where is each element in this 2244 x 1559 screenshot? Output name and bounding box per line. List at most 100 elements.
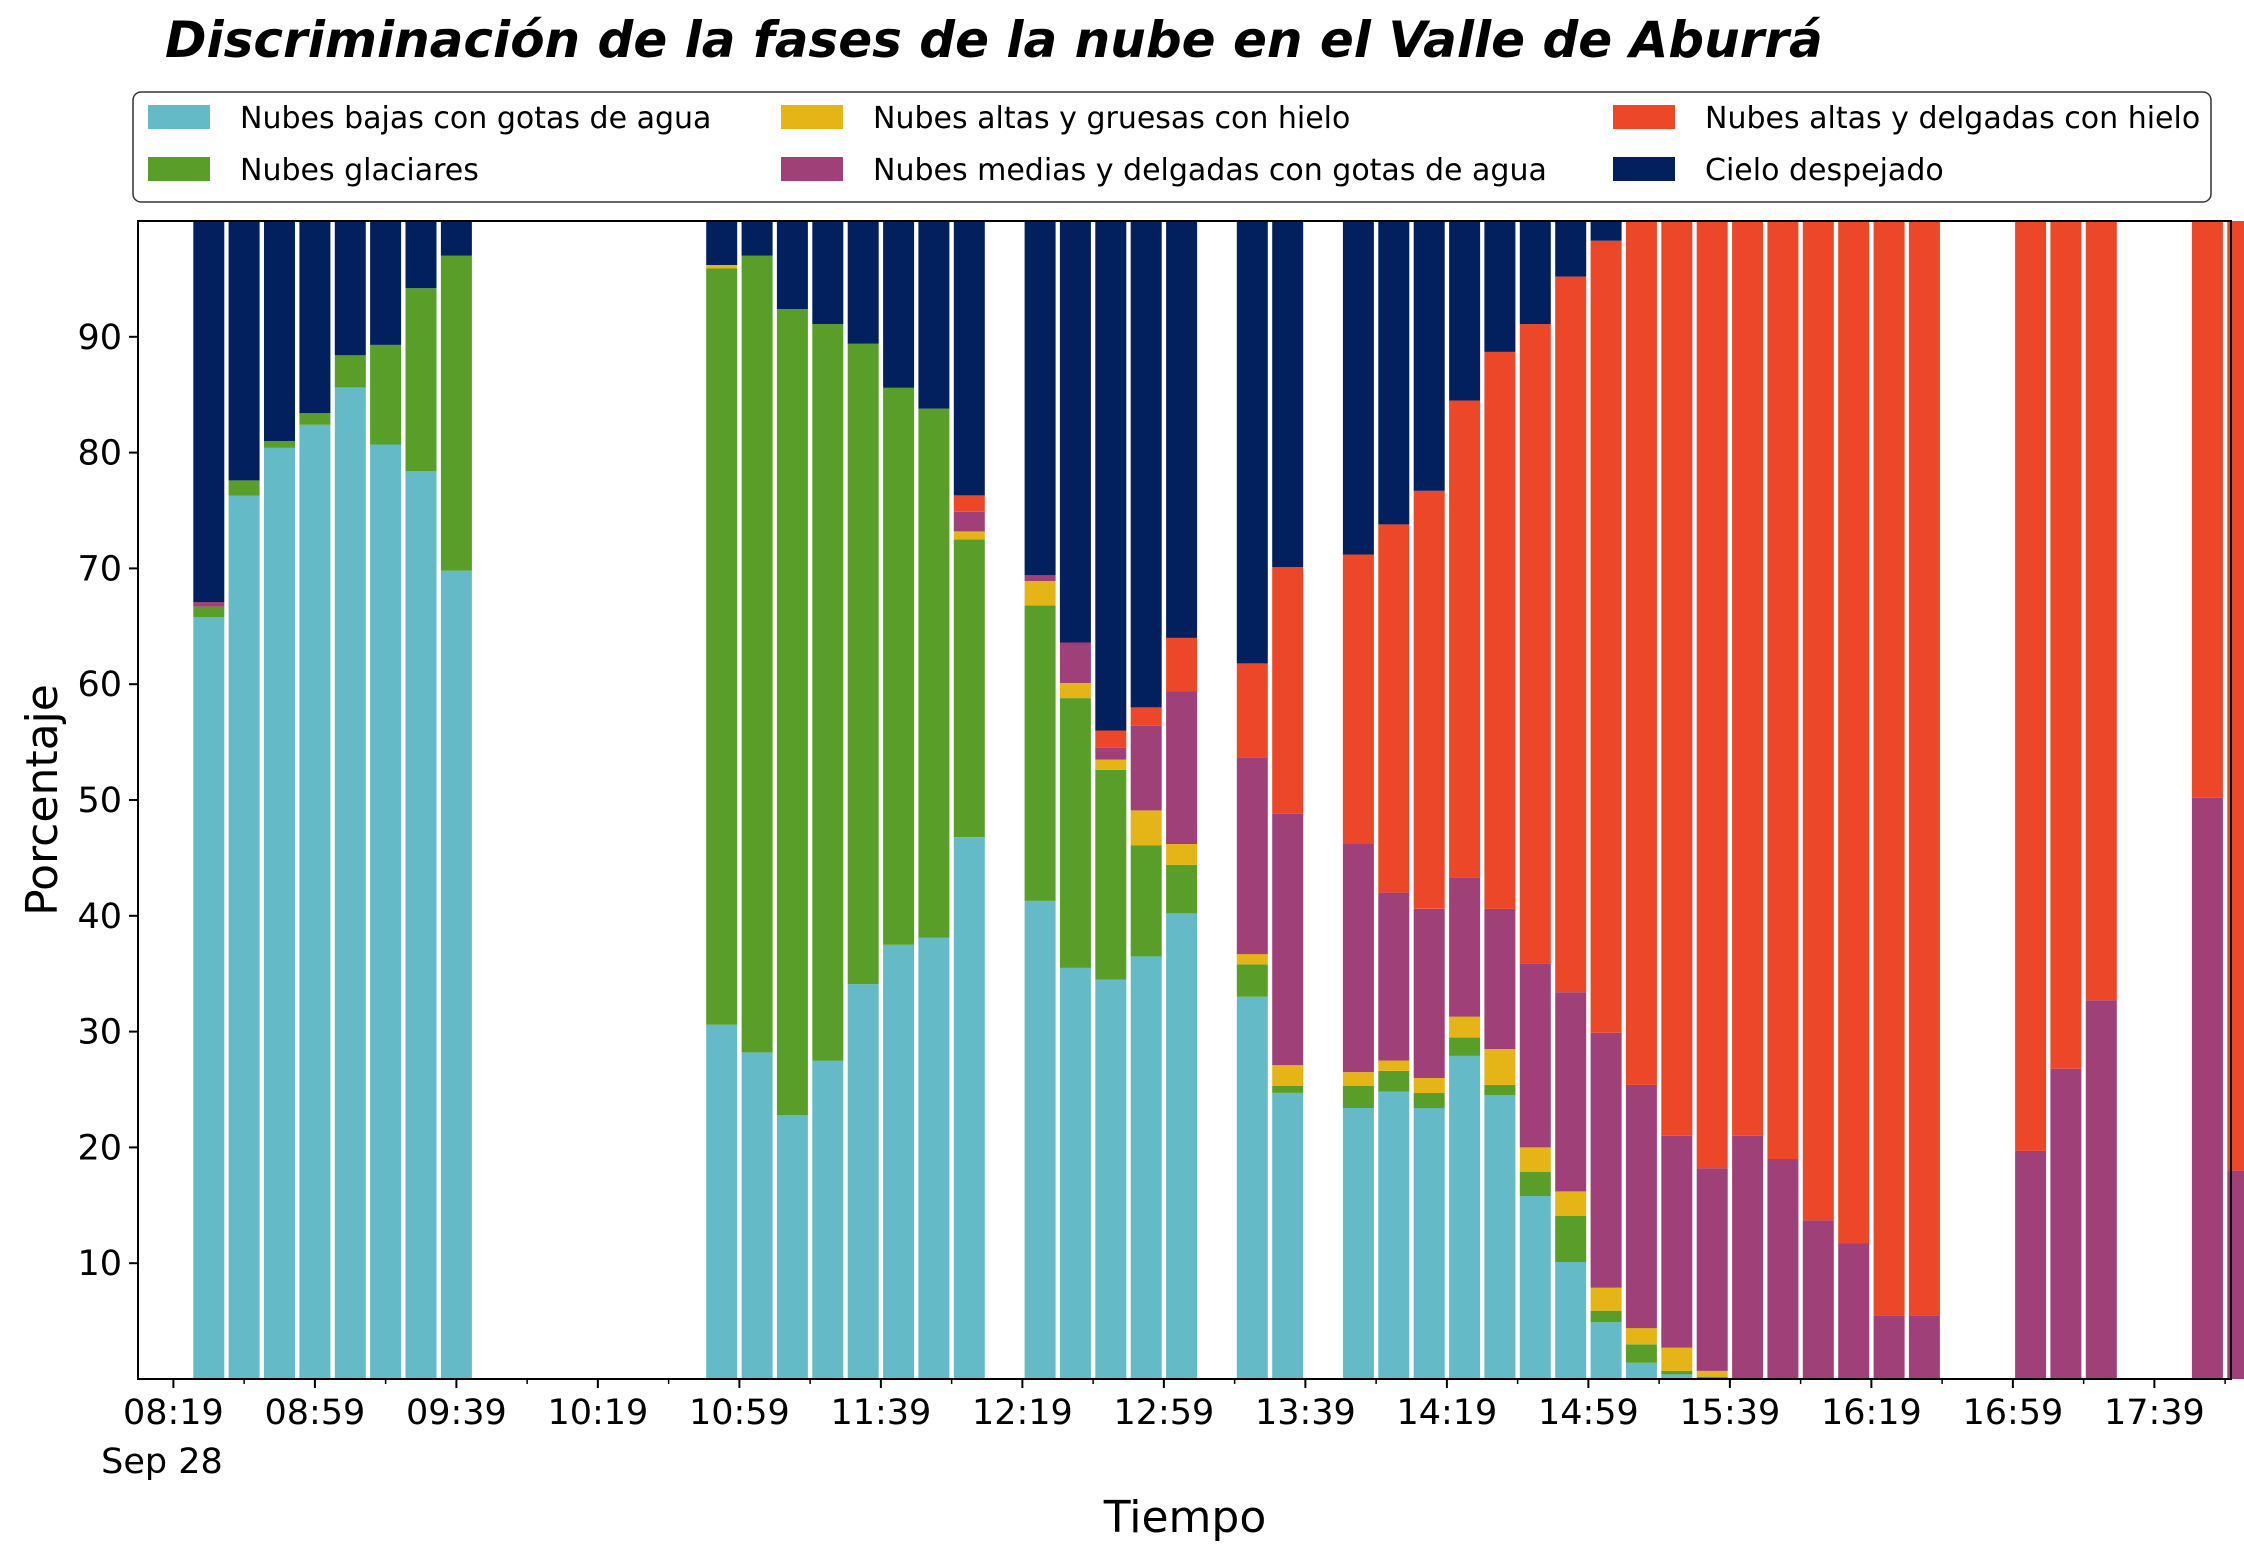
bar-segment <box>1095 730 1127 748</box>
bar-segment <box>1342 1086 1374 1108</box>
legend-frame <box>132 91 2212 203</box>
bar-segment <box>2015 221 2047 1151</box>
bar-segment <box>1059 967 1091 1379</box>
bar-segment <box>1272 1065 1304 1086</box>
bar-segment <box>1024 221 1056 576</box>
bar-segment <box>776 309 808 1115</box>
bar-segment <box>1342 1108 1374 1379</box>
bar-segment <box>1236 663 1268 758</box>
bar-segment <box>1838 1243 1870 1379</box>
bar-segment <box>1130 810 1162 846</box>
bar-segment <box>847 221 879 344</box>
bar-segment <box>706 265 738 269</box>
x-axis-label: Tiempo <box>1103 1492 1267 1543</box>
bar-segment <box>1378 892 1410 1061</box>
bar-segment <box>1272 813 1304 1066</box>
bar-segment <box>1449 1055 1481 1379</box>
bar-segment <box>405 471 437 1380</box>
bar-segment <box>228 221 260 481</box>
y-tick-label: 30 <box>77 1013 122 1053</box>
bar-segment <box>847 984 879 1379</box>
bar-segment <box>1413 1108 1445 1379</box>
bar-segment <box>1236 954 1268 965</box>
bar-segment <box>193 602 225 607</box>
bar-segment <box>1095 979 1127 1379</box>
legend: Nubes bajas con gotas de agua Nubes glaci… <box>132 91 2212 203</box>
bar-segment <box>1625 1328 1657 1345</box>
bar-segment <box>1342 221 1374 555</box>
bar-segment <box>1095 747 1127 760</box>
bar-segment <box>1484 1084 1516 1096</box>
x-tick-label: 08:19 <box>123 1393 224 1433</box>
bar-segment <box>405 221 437 289</box>
x-axis: Sep 28 08:19 08:59 09:39 10:19 10:59 11:39 12:… <box>101 1379 2226 1482</box>
bar-segment <box>1236 996 1268 1379</box>
bar-segment <box>1555 1191 1587 1216</box>
bar-segment <box>1661 1374 1693 1379</box>
bar-segment <box>1802 1220 1834 1379</box>
bar-segment <box>1555 1262 1587 1379</box>
bar-segment <box>1590 221 1622 241</box>
bar-segment <box>1378 1071 1410 1092</box>
bar-segment <box>1166 864 1198 914</box>
legend-label: Nubes altas y gruesas con hielo <box>873 101 1350 136</box>
bar-segment <box>741 221 773 256</box>
bar-segment <box>1095 221 1127 731</box>
bar-segment <box>1732 1135 1764 1379</box>
bar-segment <box>741 1052 773 1379</box>
bar-segment <box>1484 1049 1516 1085</box>
bar-segment <box>812 1060 844 1379</box>
bar-segment <box>440 255 472 571</box>
bar-segment <box>706 268 738 1025</box>
bar-segment <box>334 355 366 388</box>
bar-segment <box>812 324 844 1061</box>
bar-segment <box>1166 691 1198 844</box>
bar-segment <box>1555 1215 1587 1262</box>
bar-segment <box>1519 221 1551 325</box>
bar-segment <box>1378 1060 1410 1071</box>
bar-segment <box>1625 1084 1657 1329</box>
y-tick-label: 70 <box>77 549 122 589</box>
bar-segment <box>1767 1159 1799 1379</box>
bar-segment <box>1024 581 1056 606</box>
bar-segment <box>953 221 985 496</box>
bar-segment <box>1166 913 1198 1379</box>
bar-segment <box>1024 605 1056 901</box>
bar-segment <box>1378 524 1410 893</box>
x-tick-label: 08:59 <box>264 1393 365 1433</box>
bar-segment <box>228 480 260 496</box>
bar-segment <box>2191 221 2223 798</box>
bar-segment <box>1342 844 1374 1073</box>
y-tick-label: 60 <box>77 665 122 705</box>
bar-segment <box>1590 1287 1622 1311</box>
bar-segment <box>1095 759 1127 770</box>
bar-segment <box>334 221 366 356</box>
bar-segment <box>1625 221 1657 1085</box>
bar-segment <box>193 221 225 602</box>
legend-label: Nubes glaciares <box>240 153 479 188</box>
bar-segment <box>1236 964 1268 997</box>
bar-segment <box>1519 963 1551 1148</box>
bar-segment <box>1838 221 1870 1244</box>
bar-segment <box>1590 1032 1622 1288</box>
bar-segment <box>440 221 472 256</box>
bar-segment <box>1130 956 1162 1379</box>
bar-segment <box>1059 221 1091 643</box>
bar-segment <box>440 570 472 1379</box>
bar-segment <box>193 606 225 617</box>
bar-segment <box>1555 221 1587 277</box>
legend-label: Cielo despejado <box>1705 153 1944 188</box>
x-tick-label: 10:19 <box>547 1393 648 1433</box>
bar-segment <box>1908 221 1940 1316</box>
bar-segment <box>264 448 295 1379</box>
bar-segment <box>953 531 985 540</box>
bar-segment <box>2050 221 2082 1069</box>
bar-segment <box>370 221 402 345</box>
bar-segment <box>1059 642 1091 683</box>
bar-segment <box>1413 490 1445 909</box>
bar-segment <box>2191 797 2223 1379</box>
bar-segment <box>1484 221 1516 352</box>
bar-segment <box>1059 698 1091 968</box>
bar-segment <box>1272 221 1304 568</box>
